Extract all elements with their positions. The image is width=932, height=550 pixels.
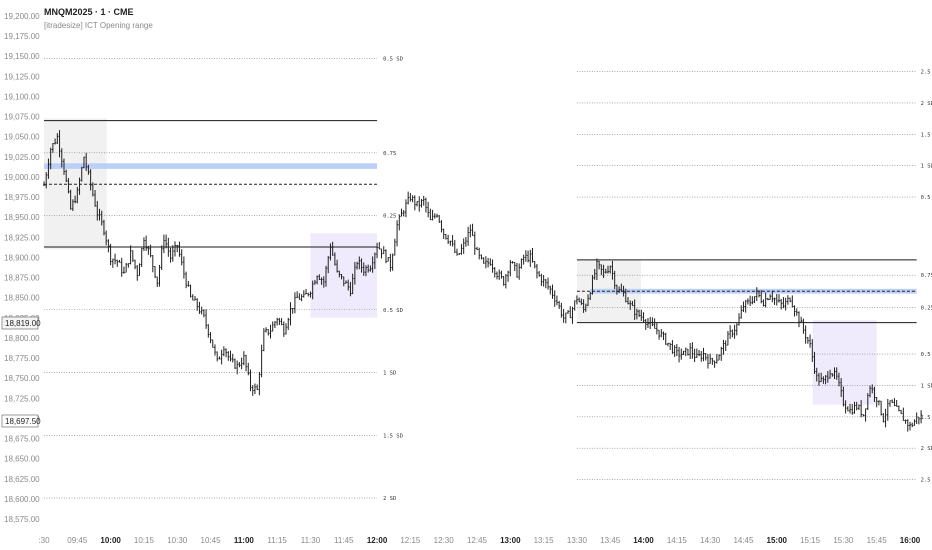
x-tick-label: 14:30 xyxy=(700,536,721,545)
zone-layer xyxy=(44,118,917,405)
x-tick-label: 11:15 xyxy=(267,536,287,545)
afternoon-level-label: 1.5 S xyxy=(921,132,932,138)
morning-level-label: 0.5 SD xyxy=(383,308,403,314)
morning-level-label: 1.5 SD xyxy=(383,433,403,439)
morning-level-label: 1 SD xyxy=(383,371,396,377)
y-tick-label: 18,800.00 xyxy=(4,334,40,343)
price-bars-layer xyxy=(43,130,923,432)
x-tick-label: 12:45 xyxy=(467,536,488,545)
x-tick-label: 12:30 xyxy=(434,536,455,545)
x-tick-label: 14:45 xyxy=(733,536,754,545)
x-tick-label: 12:00 xyxy=(367,536,388,545)
afternoon-level-label: 0.75 xyxy=(921,273,932,279)
y-tick-label: 19,075.00 xyxy=(4,113,40,122)
afternoon-level-label: 0.25 xyxy=(921,305,932,311)
fvg-zone xyxy=(44,163,378,169)
afternoon-level-label: 0.5 S xyxy=(921,352,932,358)
x-tick-label: 09:45 xyxy=(67,536,88,545)
x-axis[interactable]: :30 09:45 10:00 10:15 10:30 10:45 11:00 11:15 11… xyxy=(38,536,920,545)
x-tick-label: 12:15 xyxy=(400,536,421,545)
y-tick-label: 18,675.00 xyxy=(4,435,40,444)
current-price-box xyxy=(1,316,39,330)
y-tick-label: 18,750.00 xyxy=(4,374,40,383)
x-tick-label: 15:00 xyxy=(767,536,788,545)
marker-price-box xyxy=(1,414,39,428)
y-tick-label: 18,625.00 xyxy=(4,475,40,484)
y-tick-label: 19,125.00 xyxy=(4,72,40,81)
afternoon-level-label: 1 SD xyxy=(921,383,932,389)
afternoon-level-label: 1 SD xyxy=(921,164,932,170)
x-tick-label: 10:15 xyxy=(134,536,155,545)
x-tick-label: 11:45 xyxy=(334,536,354,545)
x-tick-label: :30 xyxy=(38,536,50,545)
y-tick-label: 19,150.00 xyxy=(4,52,40,61)
x-tick-label: 14:00 xyxy=(633,536,654,545)
x-tick-label: 15:45 xyxy=(867,536,888,545)
y-tick-label: 18,600.00 xyxy=(4,495,40,504)
y-tick-label: 19,100.00 xyxy=(4,92,40,101)
x-tick-label: 11:00 xyxy=(234,536,255,545)
x-tick-label: 10:00 xyxy=(100,536,121,545)
symbol-title[interactable]: MNQM2025 · 1 · CME xyxy=(44,7,134,17)
afternoon-level-label: 1.5 S xyxy=(921,415,932,421)
morning-level-label: 0.75 xyxy=(383,151,396,157)
y-tick-label: 18,875.00 xyxy=(4,274,40,283)
chart-legend: MNQM2025 · 1 · CME [itradesize] ICT Open… xyxy=(44,6,153,32)
y-tick-label: 19,175.00 xyxy=(4,32,40,41)
afternoon-level-label: 2.5 S xyxy=(921,70,932,76)
extension-box xyxy=(310,233,378,318)
y-tick-label: 18,775.00 xyxy=(4,354,40,363)
y-tick-label: 19,000.00 xyxy=(4,173,40,182)
level-lines-layer: 0.75 0.25 0.5 SD 0.5 SD 1 SD 1.5 SD 2 SD 0.75 0.… xyxy=(44,57,932,502)
y-tick-label: 18,950.00 xyxy=(4,213,40,222)
x-tick-label: 14:15 xyxy=(667,536,688,545)
y-tick-label: 18,575.00 xyxy=(4,515,40,524)
x-tick-label: 13:45 xyxy=(600,536,621,545)
afternoon-level-label: 2.5 S xyxy=(921,478,932,484)
x-tick-label: 13:30 xyxy=(567,536,588,545)
x-tick-label: 10:30 xyxy=(167,536,188,545)
afternoon-level-label: 2 SD xyxy=(921,446,932,452)
y-tick-label: 18,975.00 xyxy=(4,193,40,202)
current-price-label: 18,819.00 xyxy=(5,319,41,328)
morning-level-label: 0.25 xyxy=(383,214,396,220)
y-axis[interactable]: 19,200.00 19,175.00 19,150.00 19,125.00 19,1… xyxy=(4,12,40,524)
y-tick-label: 19,025.00 xyxy=(4,153,40,162)
afternoon-level-label: 2 SD xyxy=(921,101,932,107)
y-tick-label: 19,050.00 xyxy=(4,133,40,142)
x-tick-label: 15:30 xyxy=(833,536,854,545)
y-tick-label: 18,650.00 xyxy=(4,455,40,464)
x-tick-label: 10:45 xyxy=(201,536,222,545)
y-tick-label: 18,900.00 xyxy=(4,253,40,262)
morning-level-label: 2 SD xyxy=(383,496,396,502)
morning-level-label: 0.5 SD xyxy=(383,57,403,63)
afternoon-level-label: 0.5 S xyxy=(921,195,932,201)
x-tick-label: 13:15 xyxy=(534,536,555,545)
x-tick-label: 11:30 xyxy=(301,536,321,545)
y-tick-label: 19,200.00 xyxy=(4,12,40,21)
y-tick-label: 18,925.00 xyxy=(4,233,40,242)
price-labels: 18,819.00 18,697.50 xyxy=(1,316,41,428)
y-tick-label: 18,725.00 xyxy=(4,394,40,403)
x-tick-label: 16:00 xyxy=(900,536,921,545)
x-tick-label: 15:15 xyxy=(800,536,821,545)
marker-price-label: 18,697.50 xyxy=(5,417,41,426)
y-tick-label: 18,850.00 xyxy=(4,294,40,303)
indicator-title[interactable]: [itradesize] ICT Opening range xyxy=(44,21,153,30)
x-tick-label: 13:00 xyxy=(500,536,521,545)
extension-box xyxy=(812,320,877,405)
